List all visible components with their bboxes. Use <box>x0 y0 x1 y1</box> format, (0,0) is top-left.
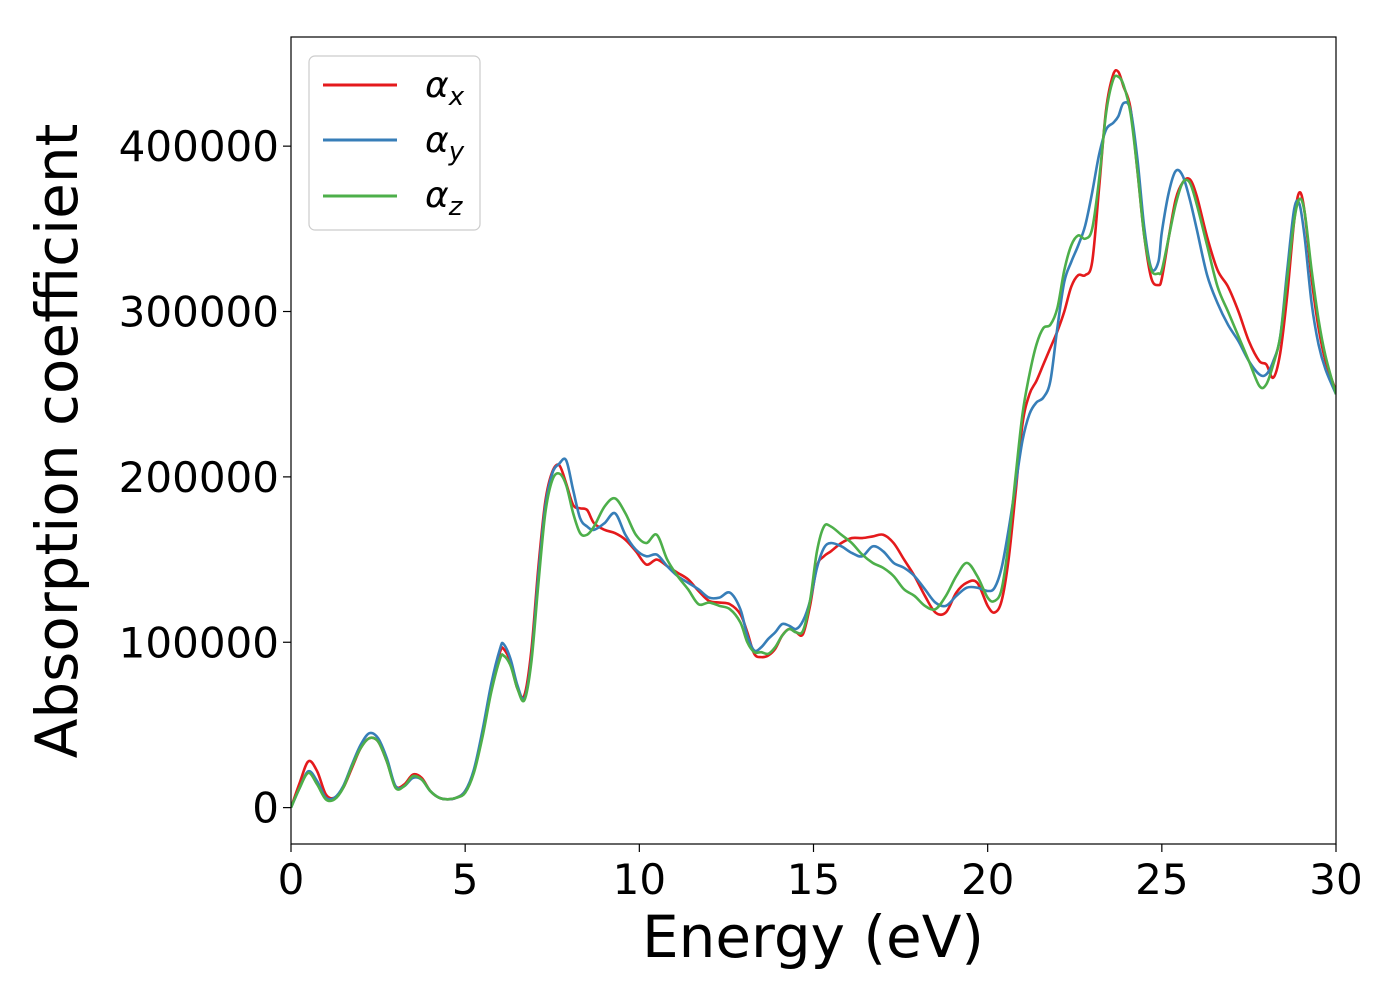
y-tick-label: 300000 <box>119 288 279 337</box>
x-tick-label: 25 <box>1135 855 1188 904</box>
x-tick-label: 5 <box>452 855 479 904</box>
y-tick-label: 0 <box>252 784 279 833</box>
x-tick-label: 0 <box>278 855 305 904</box>
series-layer <box>291 68 1336 809</box>
x-tick-label: 10 <box>613 855 666 904</box>
legend-box <box>308 55 481 231</box>
y-axis-title: Absorption coefficient <box>23 124 91 759</box>
x-axis-ticks: 0 5 10 15 20 25 30 <box>278 844 1363 904</box>
y-tick-label: 200000 <box>119 453 279 502</box>
x-axis-title: Energy (eV) <box>642 903 984 971</box>
x-tick-label: 15 <box>787 855 840 904</box>
y-axis-ticks: 0 100000 200000 300000 400000 <box>119 122 291 833</box>
y-tick-label: 400000 <box>119 122 279 171</box>
x-tick-label: 30 <box>1309 855 1362 904</box>
legend-label-x: αx <box>425 65 465 112</box>
legend-label-z: αz <box>425 175 464 222</box>
y-tick-label: 100000 <box>119 618 279 667</box>
series-line-z <box>291 74 1336 809</box>
legend: αx αy αz <box>308 55 481 231</box>
x-tick-label: 20 <box>961 855 1014 904</box>
legend-label-y: αy <box>425 120 465 167</box>
